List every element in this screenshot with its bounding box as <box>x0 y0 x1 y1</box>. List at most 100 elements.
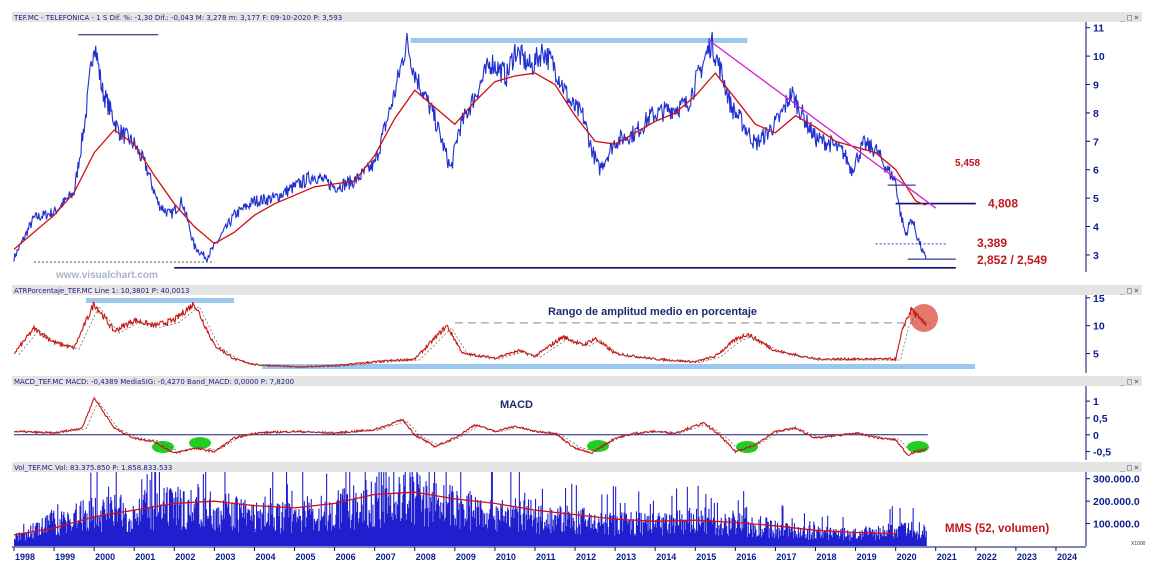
x-tick-label: 2004 <box>255 552 275 562</box>
price-window-controls[interactable]: _ □ × <box>1120 13 1139 22</box>
y-tick-label: 10 <box>1093 321 1105 333</box>
y-tick-label: 10 <box>1093 51 1105 63</box>
volume-bars <box>14 472 927 546</box>
minimize-icon[interactable]: _ <box>1120 463 1125 472</box>
x-tick-label: 2014 <box>656 552 676 562</box>
y-tick-label: 5 <box>1093 193 1099 205</box>
x-tick-label: 2021 <box>937 552 957 562</box>
price-level-label: 4,808 <box>988 197 1018 211</box>
x-tick-label: 2008 <box>416 552 436 562</box>
x-tick-label: 2015 <box>696 552 716 562</box>
resistance-zone <box>410 37 748 43</box>
y-tick-label: 4 <box>1093 222 1099 234</box>
volume-header-text: Vol_TEF.MC Vol: 83.375.850 P: 1.858.833.… <box>14 464 172 472</box>
x-tick-label: 2006 <box>336 552 356 562</box>
minimize-icon[interactable]: _ <box>1120 13 1125 22</box>
x-tick-label: 2017 <box>776 552 796 562</box>
maximize-icon[interactable]: □ <box>1127 377 1132 386</box>
price-trendline <box>708 39 937 209</box>
atr-window-controls[interactable]: _ □ × <box>1120 286 1139 295</box>
atr-panel[interactable]: ATRPorcentaje_TEF.MC Line 1: 10,3801 P: … <box>12 285 1142 373</box>
y-tick-label: 9 <box>1093 80 1099 92</box>
macd-title: MACD <box>500 399 533 411</box>
x-tick-label: 2002 <box>175 552 195 562</box>
x-tick-label: 2011 <box>536 552 556 562</box>
close-icon[interactable]: × <box>1134 13 1139 22</box>
price-annotations: 5,458 4,808 3,389 2,852 / 2,549 <box>955 158 1047 267</box>
x-tick-label: 2005 <box>296 552 316 562</box>
y-tick-label: 11 <box>1093 23 1104 35</box>
x-tick-label: 2000 <box>95 552 115 562</box>
price-level-label: 2,852 / 2,549 <box>977 253 1047 267</box>
y-tick-label: 1 <box>1093 396 1099 408</box>
x-tick-label: 2022 <box>977 552 997 562</box>
y-tick-label: -0,5 <box>1093 447 1111 459</box>
x-tick-label: 1999 <box>55 552 75 562</box>
watermark: www.visualchart.com <box>55 270 158 281</box>
price-panel[interactable]: TEF.MC - TELEFONICA - 1 S Dif. %: -1,30 … <box>12 12 1142 281</box>
y-tick-label: 0,5 <box>1093 413 1108 425</box>
x-tick-label: 2003 <box>215 552 235 562</box>
y-tick-label: 6 <box>1093 165 1099 177</box>
macd-header-text: MACD_TEF.MC MACD: -0,4389 MediaSIG: -0,4… <box>14 378 294 386</box>
x-tick-label: 2010 <box>496 552 516 562</box>
x-tick-label: 2016 <box>736 552 756 562</box>
price-header-text: TEF.MC - TELEFONICA - 1 S Dif. %: -1,30 … <box>13 14 342 22</box>
atr-header-text: ATRPorcentaje_TEF.MC Line 1: 10,3801 P: … <box>14 287 190 295</box>
macd-series-line <box>13 396 927 456</box>
x-axis: 1998 1999 2000 2001 2002 2003 2004 2005 2006 2007… <box>13 547 1077 562</box>
y-tick-label: 200.000.0 <box>1093 496 1140 508</box>
x-tick-label: 1998 <box>15 552 35 562</box>
macd-y-axis: -0,5 0 0,5 1 <box>1086 396 1111 459</box>
x-tick-label: 2009 <box>456 552 476 562</box>
minimize-icon[interactable]: _ <box>1120 377 1125 386</box>
close-icon[interactable]: × <box>1134 377 1139 386</box>
atr-high-zone <box>86 298 234 303</box>
macd-signal-line <box>17 400 926 454</box>
y-tick-label: 8 <box>1093 108 1099 120</box>
atr-signal-line <box>18 305 927 368</box>
atr-title: Rango de amplitud medio en porcentaje <box>548 306 757 318</box>
x-tick-label: 2007 <box>376 552 396 562</box>
price-level-label: 3,389 <box>977 236 1007 250</box>
y-tick-label: 0 <box>1093 430 1099 442</box>
macd-window-controls[interactable]: _ □ × <box>1120 377 1139 386</box>
y-tick-label: 300.000.0 <box>1093 474 1140 486</box>
atr-low-zone <box>262 364 975 369</box>
maximize-icon[interactable]: □ <box>1127 13 1132 22</box>
atr-header-bar <box>12 285 1142 295</box>
maximize-icon[interactable]: □ <box>1127 286 1132 295</box>
x-tick-label: 2018 <box>817 552 837 562</box>
volume-header-bar <box>12 462 1142 472</box>
volume-y-axis: 100.000.0 200.000.0 300.000.0 <box>1086 474 1140 531</box>
volume-window-controls[interactable]: _ □ × <box>1120 463 1139 472</box>
x-tick-label: 2013 <box>616 552 636 562</box>
x-tick-label: 2012 <box>576 552 596 562</box>
x-tick-label: 2020 <box>897 552 917 562</box>
y-tick-label: 5 <box>1093 349 1099 361</box>
price-y-axis: 3 4 5 6 7 8 9 10 11 <box>1086 23 1105 262</box>
y-tick-label: 3 <box>1093 250 1099 262</box>
close-icon[interactable]: × <box>1134 286 1139 295</box>
macd-panel[interactable]: MACD_TEF.MC MACD: -0,4389 MediaSIG: -0,4… <box>12 376 1142 460</box>
y-tick-label: 7 <box>1093 136 1099 148</box>
atr-highlight-circle <box>910 304 938 332</box>
price-series-line <box>13 31 927 263</box>
x-tick-label: 2019 <box>857 552 877 562</box>
volume-panel[interactable]: Vol_TEF.MC Vol: 83.375.850 P: 1.858.833.… <box>12 462 1146 547</box>
maximize-icon[interactable]: □ <box>1127 463 1132 472</box>
minimize-icon[interactable]: _ <box>1120 286 1125 295</box>
price-zones <box>78 34 748 43</box>
x-tick-label: 2001 <box>135 552 155 562</box>
close-icon[interactable]: × <box>1134 463 1139 472</box>
volume-scale-label: X1000 <box>1131 541 1146 547</box>
macd-header-bar <box>12 376 1142 386</box>
y-tick-label: 15 <box>1093 293 1105 305</box>
price-level-label: 5,458 <box>955 158 980 169</box>
atr-y-axis: 5 10 15 <box>1086 293 1105 361</box>
x-tick-label: 2023 <box>1017 552 1037 562</box>
macd-low-marker <box>587 440 609 452</box>
atr-series-line <box>13 300 927 369</box>
y-tick-label: 100.000.0 <box>1093 519 1140 531</box>
